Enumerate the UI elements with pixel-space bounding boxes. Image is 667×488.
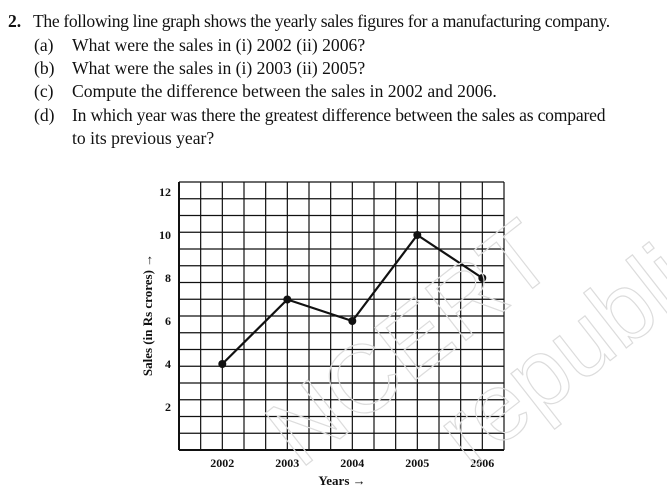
y-tick-labels: 2 4 6 8 10 12 [159,185,171,414]
y-tick-label: 4 [165,357,171,371]
data-point [348,317,357,325]
part-a-text: What were the sales in (i) 2002 (ii) 200… [72,35,366,55]
part-d-label: (d) [34,105,55,125]
x-tick-label: 2003 [275,456,299,470]
y-tick-label: 12 [159,185,171,199]
y-tick-label: 8 [165,271,171,285]
part-d-text-line1: In which year was there the greatest dif… [72,105,606,125]
data-point [413,231,422,239]
y-tick-label: 2 [165,400,171,414]
part-c-label: (c) [34,81,54,101]
x-tick-label: 2005 [405,456,429,470]
part-b-text: What were the sales in (i) 2003 (ii) 200… [72,58,366,78]
y-tick-label: 6 [165,314,171,328]
part-a-label: (a) [34,35,54,55]
question-text: The following line graph shows the yearl… [33,11,610,31]
part-c-text: Compute the difference between the sales… [72,81,497,101]
part-b-label: (b) [34,58,55,78]
x-tick-label: 2002 [210,456,234,470]
y-axis-label: Sales (in Rs crores) → [140,254,155,376]
data-point [283,295,292,304]
y-tick-label: 10 [159,228,171,242]
data-point [218,360,227,368]
sales-series [218,231,487,368]
question-number: 2. [8,11,22,31]
x-axis-label: Years → [318,473,365,488]
x-tick-label: 2006 [470,456,494,470]
x-tick-labels: 2002 2003 2004 2005 2006 [210,456,494,470]
x-tick-label: 2004 [340,456,364,470]
part-d-text-line2: to its previous year? [72,128,215,148]
data-point [478,274,487,282]
chart-grid [178,181,505,451]
